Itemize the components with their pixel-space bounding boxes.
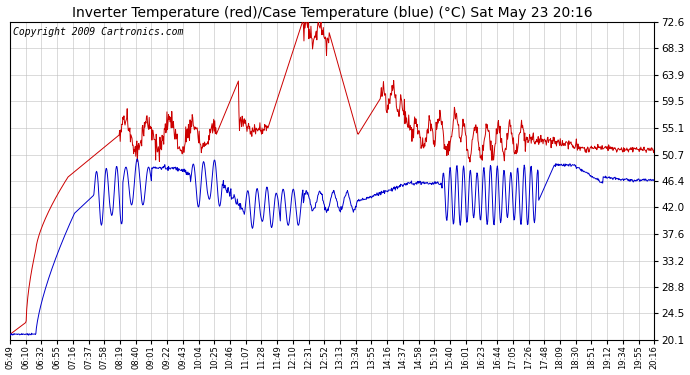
Text: Copyright 2009 Cartronics.com: Copyright 2009 Cartronics.com [13,27,184,37]
Title: Inverter Temperature (red)/Case Temperature (blue) (°C) Sat May 23 20:16: Inverter Temperature (red)/Case Temperat… [72,6,593,20]
